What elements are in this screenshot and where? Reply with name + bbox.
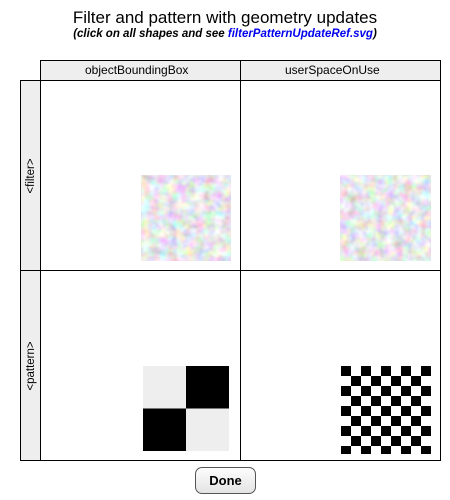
column-header-objectboundingbox: objectBoundingBox xyxy=(40,60,241,81)
reference-file-link[interactable]: filterPatternUpdateRef.svg xyxy=(227,28,373,40)
row-header-pattern-label: <pattern> xyxy=(24,340,37,391)
patterned-checker-square-obb[interactable] xyxy=(143,366,229,451)
filtered-turbulence-square-obb[interactable] xyxy=(141,175,231,261)
cell-filter-userspaceonuse xyxy=(240,80,441,271)
instructions: (click on all shapes and see filterPatte… xyxy=(0,27,450,41)
row-header-pattern: <pattern> xyxy=(20,270,41,461)
row-header-filter: <filter> xyxy=(20,80,41,271)
page-title: Filter and pattern with geometry updates xyxy=(72,8,378,27)
instructions-suffix: ) xyxy=(372,28,377,40)
test-grid: objectBoundingBox userSpaceOnUse <filter… xyxy=(20,60,441,461)
row-header-filter-label: <filter> xyxy=(24,157,37,194)
cell-filter-objectboundingbox xyxy=(40,80,241,271)
instructions-prefix: (click on all shapes and see xyxy=(73,28,228,40)
column-header-userspaceonuse: userSpaceOnUse xyxy=(240,60,441,81)
patterned-checker-square-usou[interactable] xyxy=(341,366,431,454)
cell-pattern-objectboundingbox xyxy=(40,270,241,461)
done-button[interactable]: Done xyxy=(195,467,256,494)
filtered-turbulence-square-usou[interactable] xyxy=(340,175,431,261)
cell-pattern-userspaceonuse xyxy=(240,270,441,461)
